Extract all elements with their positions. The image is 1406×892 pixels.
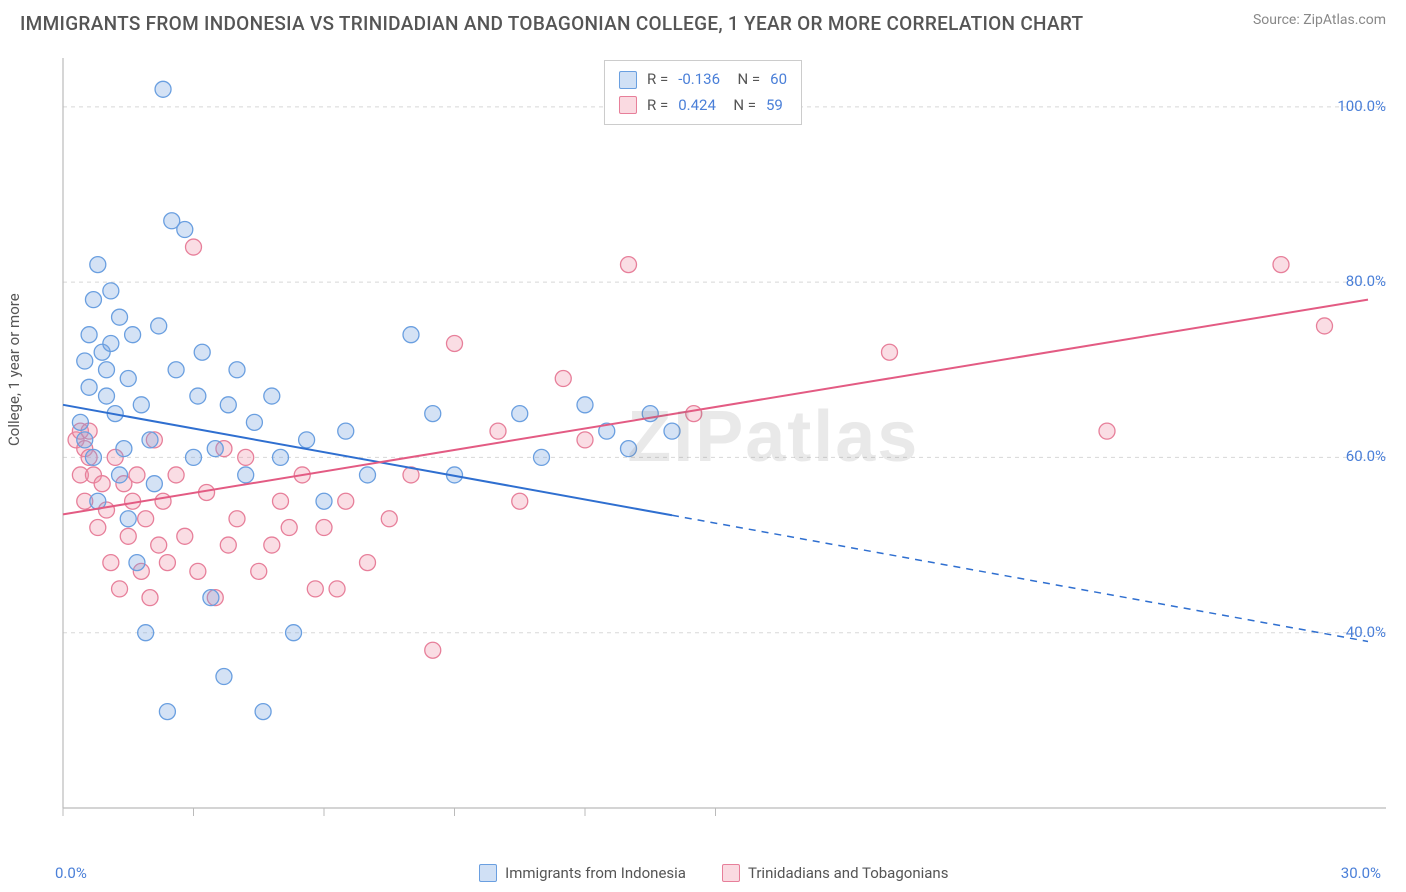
source-label: Source: ZipAtlas.com: [1253, 12, 1386, 28]
legend-label: Trinidadians and Tobagonians: [748, 864, 948, 882]
legend-item: Trinidadians and Tobagonians: [722, 864, 948, 882]
r-label: R =: [647, 67, 668, 93]
r-value: -0.136: [678, 67, 720, 93]
chart-area: 100.0% 80.0% 60.0% 40.0%: [48, 58, 1386, 827]
y-tick-label: 60.0%: [1346, 447, 1386, 465]
scatter-chart-svg: [48, 58, 1386, 827]
legend-label: Immigrants from Indonesia: [505, 864, 686, 882]
r-value: 0.424: [678, 93, 716, 119]
r-label: R =: [647, 93, 668, 119]
legend-bottom: Immigrants from Indonesia Trinidadians an…: [479, 864, 948, 882]
blue-swatch-icon: [479, 864, 497, 882]
y-axis-label: College, 1 year or more: [5, 293, 23, 446]
pink-swatch-icon: [619, 96, 637, 114]
y-tick-label: 80.0%: [1346, 272, 1386, 290]
pink-swatch-icon: [722, 864, 740, 882]
y-tick-label: 100.0%: [1337, 97, 1386, 115]
n-label: N =: [726, 93, 756, 119]
correlation-legend-box: R =-0.136 N =60R =0.424 N =59: [604, 60, 802, 125]
chart-title: IMMIGRANTS FROM INDONESIA VS TRINIDADIAN…: [20, 12, 1083, 35]
n-value: 60: [770, 67, 787, 93]
correlation-row: R = -0.136 N = 60: [619, 67, 787, 93]
blue-swatch-icon: [619, 71, 637, 89]
correlation-row: R = 0.424 N = 59: [619, 93, 787, 119]
n-label: N =: [730, 67, 760, 93]
y-tick-label: 40.0%: [1346, 623, 1386, 641]
x-axis-max-label: 30.0%: [1341, 864, 1381, 882]
n-value: 59: [766, 93, 783, 119]
legend-item: Immigrants from Indonesia: [479, 864, 686, 882]
x-axis-min-label: 0.0%: [55, 864, 87, 882]
